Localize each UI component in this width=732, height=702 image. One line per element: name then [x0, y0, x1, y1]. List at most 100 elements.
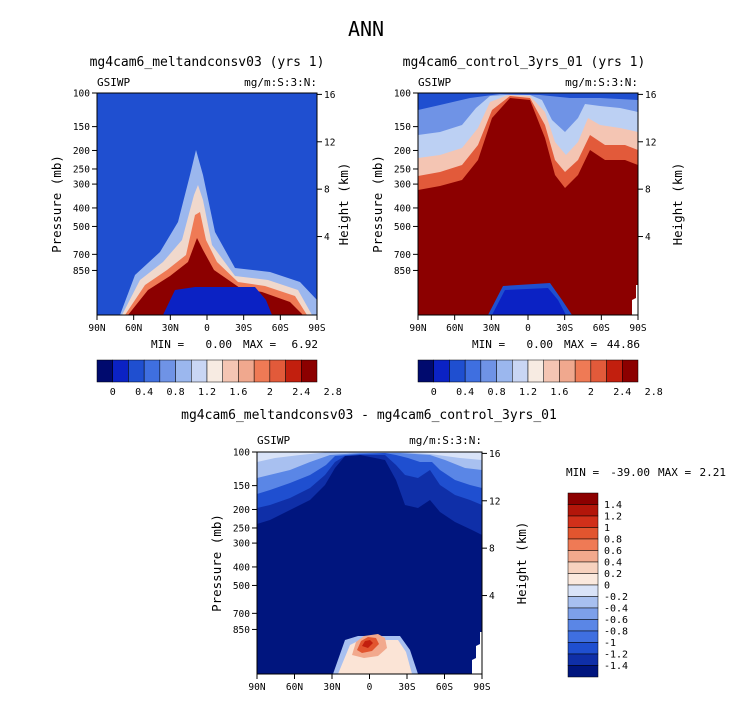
panel-3-colorbar-label: 0.2: [604, 569, 622, 580]
panel-1-min-value: 0.00: [206, 338, 233, 351]
panel-3-colorbar-box: [567, 596, 599, 609]
panel-3-ytick-right-label: 12: [489, 496, 500, 507]
panel-2-colorbar-label: 1.6: [550, 387, 568, 398]
panel-2-colorbar-box: [527, 359, 544, 383]
panel-3-ytick-right-label: 16: [489, 449, 501, 460]
panel-1-colorbar-box: [175, 359, 192, 383]
panel-2-colorbar-label: 2.8: [645, 387, 663, 398]
panel-1-colorbar-label: 2.8: [324, 387, 342, 398]
panel-1-colorbar-box: [269, 359, 286, 383]
panel-3-colorbar-box: [567, 584, 599, 597]
panel-1-variable: GSIWP: [97, 76, 130, 89]
panel-1-colorbar-label: 0: [110, 387, 116, 398]
panel-3-xtick-label: 30S: [398, 682, 415, 693]
panel-2-ytick-right-label: 12: [645, 137, 656, 148]
panel-1-colorbar-box: [301, 359, 318, 383]
panel-3-colorbar-label: -1: [604, 638, 616, 649]
panel-1-colorbar-box: [238, 359, 255, 383]
panel-2-max-value: 44.86: [607, 338, 640, 351]
panel-1-colorbar-box: [191, 359, 208, 383]
panel-2-ytick-right-label: 16: [645, 90, 657, 101]
panel-3-min-label: MIN =: [566, 466, 599, 479]
panel-2-colorbar-box: [433, 359, 450, 383]
panel-2-colorbar-label: 2.4: [613, 387, 631, 398]
panel-3-variable: GSIWP: [257, 434, 290, 447]
panel-2-field: [418, 93, 638, 315]
panel-2-colorbar-box: [449, 359, 466, 383]
panel-1-ytick-label: 250: [73, 164, 90, 175]
panel-3-colorbar-label: 0: [604, 581, 610, 592]
panel-3-colorbar-label: -0.4: [604, 604, 628, 615]
panel-3-xtick-label: 0: [367, 682, 373, 693]
panel-2-colorbar-label: 0.4: [456, 387, 474, 398]
panel-3-colorbar-label: -0.8: [604, 627, 628, 638]
panel-3-max-value: 2.21: [700, 466, 727, 479]
panel-2-xtick-label: 60S: [593, 323, 610, 334]
panel-1-colorbar-box: [143, 359, 161, 383]
panel-3-units: mg/m:S:3:N:: [409, 434, 482, 447]
panel-3-ytick-label: 850: [233, 625, 250, 636]
panel-1-field: [97, 93, 317, 315]
panel-2-colorbar-box: [496, 359, 513, 383]
panel-3-colorbar-label: 0.8: [604, 535, 622, 546]
panel-1: mg4cam6_meltandconsv03 (yrs 1) GSIWP mg/…: [49, 55, 351, 351]
panel-2-colorbar-box: [606, 359, 623, 383]
panel-1-units: mg/m:S:3:N:: [244, 76, 317, 89]
panel-1-colorbar-label: 2: [267, 387, 273, 398]
panel-1-xtick-label: 90N: [88, 323, 105, 334]
panel-3-ytick-right-label: 4: [489, 591, 495, 602]
panel-2-ytick-label: 850: [394, 266, 411, 277]
panel-1-colorbar-box: [222, 359, 239, 383]
panel-3-colorbar-label: -0.6: [604, 615, 628, 626]
panel-3-colorbar-box: [567, 538, 599, 551]
panel-3-xtick-label: 60N: [286, 682, 303, 693]
panel-1-ytick-right-label: 8: [324, 185, 330, 196]
panel-2-ytick-label: 100: [394, 89, 411, 100]
panel-2-max-label: MAX =: [564, 338, 597, 351]
panel-1-xtick-label: 60N: [125, 323, 142, 334]
panel-3-colorbar-label: 1.2: [604, 512, 622, 523]
panel-2-title: mg4cam6_control_3yrs_01 (yrs 1): [403, 55, 646, 70]
panel-3-colorbar-box: [567, 619, 599, 632]
panel-3-xtick-label: 60S: [436, 682, 453, 693]
panel-3-ytick-label: 250: [233, 523, 250, 534]
panel-1-title: mg4cam6_meltandconsv03 (yrs 1): [90, 55, 325, 70]
panel-3-ytick-label: 150: [233, 481, 250, 492]
panel-2-colorbar-box: [622, 359, 639, 383]
panel-1-min-label: MIN =: [151, 338, 184, 351]
panel-1-colorbar-box: [285, 359, 302, 383]
panel-2-colorbar-box: [480, 359, 497, 383]
panel-3-ytick-label: 200: [233, 505, 250, 516]
panel-1-ytick-right-label: 16: [324, 90, 336, 101]
panel-2-xtick-label: 60N: [446, 323, 463, 334]
panel-2-ytick-label: 400: [394, 203, 411, 214]
panel-1-ytick-label: 150: [73, 122, 90, 133]
panel-1-xtick-label: 30S: [235, 323, 252, 334]
panel-1-ytick-label: 700: [73, 250, 90, 261]
panel-3-xtick-label: 90S: [473, 682, 490, 693]
panel-2-colorbar-box: [512, 359, 529, 383]
panel-2-ytick-label: 700: [394, 250, 411, 261]
panel-1-ytick-label: 100: [73, 89, 90, 100]
panel-1-ytick-label: 850: [73, 266, 90, 277]
panel-1-colorbar-box: [159, 359, 176, 383]
panel-1-colorbar-box: [206, 359, 223, 383]
panel-2-xtick-label: 30S: [556, 323, 573, 334]
panel-1-colorbar-box: [112, 359, 129, 383]
panel-2-ytick-right-label: 4: [645, 232, 651, 243]
panel-1-colorbar-label: 1.6: [229, 387, 247, 398]
panel-1-ytick-label: 300: [73, 180, 90, 191]
panel-2-ytick-label: 500: [394, 222, 411, 233]
panel-1-xtick-label: 0: [204, 323, 210, 334]
panel-1-colorbar-label: 0.8: [167, 387, 185, 398]
panel-3-colorbar-box: [567, 642, 599, 655]
panel-3-colorbar-box: [567, 653, 599, 666]
panel-3-colorbar-box: [567, 665, 599, 678]
panel-2-colorbar-box: [417, 359, 434, 383]
panel-3-colorbar-box: [567, 630, 599, 643]
panel-1-colorbar-label: 2.4: [292, 387, 310, 398]
figure-title: ANN: [348, 17, 384, 41]
panel-1-colorbar-box: [253, 359, 271, 383]
panel-3: mg4cam6_meltandconsv03 - mg4cam6_control…: [181, 408, 727, 675]
